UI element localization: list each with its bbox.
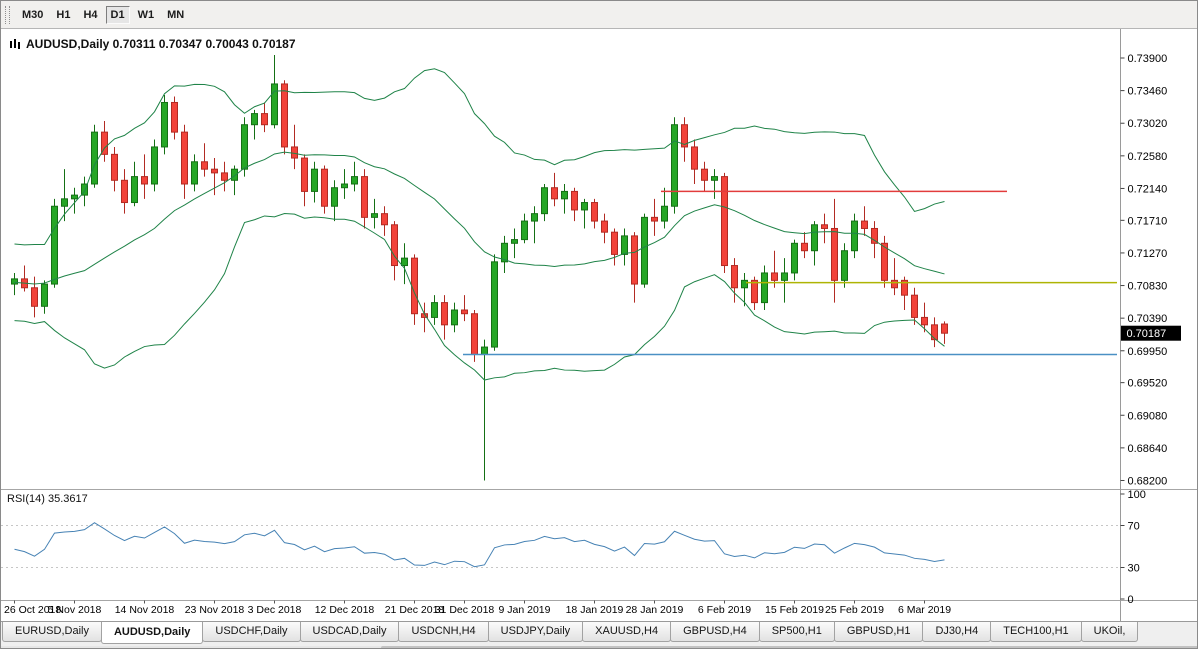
svg-text:0.69080: 0.69080	[1128, 410, 1168, 422]
svg-text:21 Dec 2018: 21 Dec 2018	[385, 604, 445, 616]
symbol-tab-gbpusd-h4[interactable]: GBPUSD,H4	[670, 622, 760, 642]
toolbar-grip-handle[interactable]	[5, 5, 10, 24]
svg-text:0.71270: 0.71270	[1128, 248, 1168, 260]
svg-text:23 Nov 2018: 23 Nov 2018	[185, 604, 245, 616]
horizontal-scrollbar[interactable]	[1, 646, 1197, 648]
svg-text:0.69950: 0.69950	[1128, 346, 1168, 358]
timeframe-button-d1[interactable]: D1	[105, 6, 130, 24]
svg-text:18 Jan 2019: 18 Jan 2019	[566, 604, 624, 616]
svg-text:0.72580: 0.72580	[1128, 151, 1168, 163]
svg-text:70: 70	[1128, 521, 1140, 533]
chart-region: 0.73900 0.73460 0.73020 0.72580 0.72140 0.717…	[1, 29, 1197, 621]
symbol-tab-ukoil[interactable]: UKOil,	[1080, 622, 1139, 642]
symbol-tab-usdjpy-daily[interactable]: USDJPY,Daily	[487, 622, 584, 642]
timeframe-button-h1[interactable]: H1	[56, 9, 71, 21]
symbol-tab-dj30-h4[interactable]: DJ30,H4	[922, 622, 992, 642]
symbol-tab-usdcad-daily[interactable]: USDCAD,Daily	[299, 622, 400, 642]
svg-text:0.72140: 0.72140	[1128, 183, 1168, 195]
svg-text:0.71710: 0.71710	[1128, 215, 1168, 227]
svg-text:30: 30	[1128, 563, 1140, 575]
symbol-tab-usdchf-daily[interactable]: USDCHF,Daily	[202, 622, 301, 642]
svg-text:6 Mar 2019: 6 Mar 2019	[898, 604, 951, 616]
svg-text:26 Oct 2018: 26 Oct 2018	[4, 604, 61, 616]
symbol-tab-xauusd-h4[interactable]: XAUUSD,H4	[582, 622, 672, 642]
svg-text:15 Feb 2019: 15 Feb 2019	[765, 604, 824, 616]
timeframe-button-m30[interactable]: M30	[22, 9, 44, 21]
svg-text:9 Jan 2019: 9 Jan 2019	[499, 604, 551, 616]
chart-tab-bar: EURUSD,Daily AUDUSD,Daily USDCHF,Daily USDC…	[1, 621, 1197, 646]
symbol-tab-audusd-daily[interactable]: AUDUSD,Daily	[100, 622, 204, 644]
symbol-tab-gbpusd-h1[interactable]: GBPUSD,H1	[833, 622, 924, 642]
symbol-tab-tech100-h1[interactable]: TECH100,H1	[990, 622, 1082, 642]
price-chart-canvas[interactable]: 0.73900 0.73460 0.73020 0.72580 0.72140 0.717…	[1, 29, 1198, 621]
svg-text:0.68200: 0.68200	[1128, 475, 1168, 487]
timeframe-buttons: M30 H1 H4 D1 W1 MN	[17, 5, 192, 24]
scrollbar-thumb[interactable]	[381, 646, 1197, 648]
svg-text:25 Feb 2019: 25 Feb 2019	[825, 604, 884, 616]
svg-text:0.70830: 0.70830	[1128, 281, 1168, 293]
timeframe-toolbar: M30 H1 H4 D1 W1 MN	[1, 1, 1197, 29]
svg-text:31 Dec 2018: 31 Dec 2018	[435, 604, 495, 616]
svg-text:0.70187: 0.70187	[1127, 328, 1167, 340]
svg-text:3 Dec 2018: 3 Dec 2018	[248, 604, 302, 616]
symbol-tab-sp500-h1[interactable]: SP500,H1	[758, 622, 835, 642]
timeframe-button-mn[interactable]: MN	[167, 9, 185, 21]
svg-text:100: 100	[1128, 489, 1146, 501]
symbol-tab-usdcnh-h4[interactable]: USDCNH,H4	[398, 622, 489, 642]
svg-text:5 Nov 2018: 5 Nov 2018	[48, 604, 102, 616]
svg-text:6 Feb 2019: 6 Feb 2019	[698, 604, 751, 616]
timeframe-button-w1[interactable]: W1	[137, 9, 155, 21]
svg-text:28 Jan 2019: 28 Jan 2019	[626, 604, 684, 616]
svg-text:0: 0	[1128, 594, 1134, 606]
svg-text:14 Nov 2018: 14 Nov 2018	[115, 604, 175, 616]
svg-text:0.69520: 0.69520	[1128, 378, 1168, 390]
svg-text:0.68640: 0.68640	[1128, 443, 1168, 455]
svg-text:0.70390: 0.70390	[1128, 313, 1168, 325]
svg-text:12 Dec 2018: 12 Dec 2018	[315, 604, 375, 616]
svg-text:0.73460: 0.73460	[1128, 86, 1168, 98]
svg-text:0.73900: 0.73900	[1128, 53, 1168, 65]
timeframe-button-h4[interactable]: H4	[83, 9, 98, 21]
svg-text:0.73020: 0.73020	[1128, 118, 1168, 130]
symbol-tab-eurusd-daily[interactable]: EURUSD,Daily	[2, 622, 102, 642]
